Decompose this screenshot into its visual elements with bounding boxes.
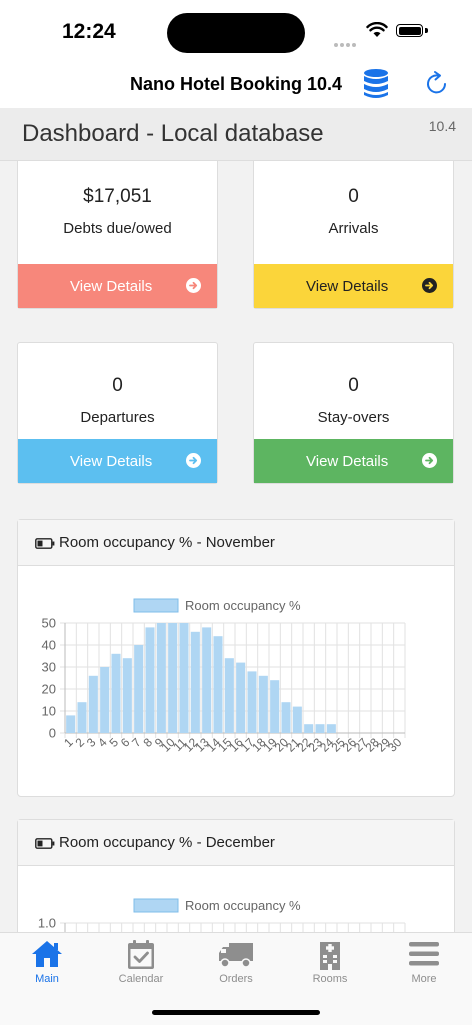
debts-card: $17,051 Debts due/owed View Details [17,161,218,309]
bar [66,715,76,733]
panel-title: Room occupancy % - December [59,834,275,851]
app-title: Nano Hotel Booking 10.4 [129,74,343,94]
version-label: 10.4 [428,118,456,134]
departures-view-details-button[interactable]: View Details [18,439,217,483]
battery-quarter-icon [35,538,55,549]
app-header: Nano Hotel Booking 10.4 [0,62,472,108]
card-label: Stay-overs [317,409,390,426]
december-occupancy-chart: Room occupancy % 1.0 [38,898,406,932]
bar [304,724,314,733]
arrow-circle-right-icon [186,278,201,293]
cellular-signal-icon [334,34,358,52]
november-occupancy-chart: Room occupancy %010203040501234567891011… [42,598,406,755]
battery-quarter-icon [35,838,55,849]
bar [202,627,212,733]
dashboard-content[interactable]: $17,051 Debts due/owed View Details 0 Ar… [0,161,472,932]
arrivals-view-details-button[interactable]: View Details [254,264,453,308]
database-icon[interactable] [362,68,390,100]
bar [145,627,155,733]
card-value: 0 [348,186,359,207]
y-tick-label: 20 [42,682,56,697]
refresh-icon[interactable] [424,70,450,98]
legend-swatch [133,598,179,613]
y-tick-label: 10 [42,704,56,719]
arrivals-card: 0 Arrivals View Details [253,161,454,309]
tab-orders[interactable]: Orders [189,933,283,993]
status-time: 12:24 [62,20,116,43]
battery-icon [396,24,423,37]
bar [281,702,291,733]
y-tick-label: 40 [42,638,56,653]
legend-label: Room occupancy % [185,898,301,913]
y-tick-label: 0 [49,726,56,741]
bar [179,623,189,733]
bar [270,680,280,733]
bar [122,658,132,733]
stayovers-card: 0 Stay-overs View Details [253,342,454,484]
tab-rooms[interactable]: Rooms [283,933,377,993]
arrow-circle-right-icon [186,453,201,468]
bar [224,658,234,733]
y-tick-label: 30 [42,660,56,675]
bar [111,653,121,733]
bar [236,662,246,733]
card-value: 0 [348,375,359,396]
tab-calendar[interactable]: Calendar [94,933,188,993]
bar [168,623,178,733]
wifi-icon [366,22,388,37]
bar [88,675,98,733]
status-bar: 12:24 [0,0,472,62]
november-occupancy-panel: Room occupancy % - November Room occupan… [17,519,455,797]
menu-icon [409,942,439,966]
bar [247,671,257,733]
card-value: 0 [112,375,123,396]
bar [258,675,268,733]
dynamic-island [167,13,305,53]
legend-label: Room occupancy % [185,598,301,613]
tab-bar: Main Calendar Orders [0,932,472,1025]
stayovers-view-details-button[interactable]: View Details [254,439,453,483]
card-label: Departures [80,409,155,426]
debts-view-details-button[interactable]: View Details [18,264,217,308]
y-tick-label: 1.0 [38,916,56,931]
bar [100,667,110,733]
bar [190,631,200,733]
calendar-icon [128,940,154,969]
x-tick-label: 30 [385,735,405,755]
december-occupancy-panel: Room occupancy % - December Room occupan… [17,819,455,932]
card-value: $17,051 [83,186,152,207]
bar [213,636,223,733]
bar [292,706,302,733]
home-icon [32,941,62,967]
page-title: Dashboard - Local database [22,120,324,147]
arrow-circle-right-icon [422,453,437,468]
card-label: Debts due/owed [63,220,172,237]
y-tick-label: 50 [42,616,56,631]
bar [326,724,336,733]
truck-icon [219,943,253,968]
bar [77,702,87,733]
bar [134,645,144,733]
departures-card: 0 Departures View Details [17,342,218,484]
bar [156,623,166,733]
tab-more[interactable]: More [377,933,471,993]
tab-main[interactable]: Main [0,933,94,993]
bar [315,724,325,733]
legend-swatch [133,898,179,913]
home-indicator [152,1010,320,1015]
arrow-circle-right-icon [422,278,437,293]
page-header: Dashboard - Local database 10.4 [0,108,472,161]
card-label: Arrivals [328,220,379,237]
panel-title: Room occupancy % - November [59,534,275,551]
building-icon [320,942,340,970]
